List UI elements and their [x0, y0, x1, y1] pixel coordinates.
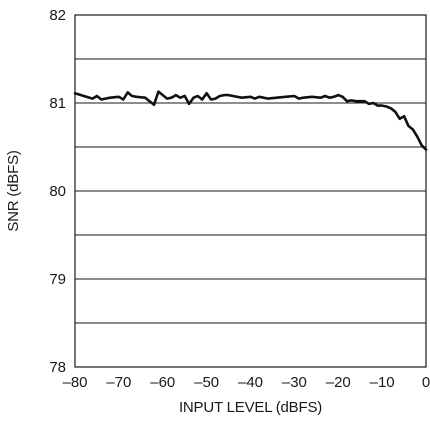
x-tick-label: –60 [150, 374, 175, 391]
x-tick-label: 0 [422, 374, 430, 391]
gridlines [75, 59, 426, 323]
x-tick-label: –20 [326, 374, 351, 391]
y-tick-label: 80 [49, 183, 66, 200]
x-tick-label: –50 [194, 374, 219, 391]
y-tick-label: 82 [49, 7, 66, 24]
x-tick-label: –70 [106, 374, 131, 391]
y-axis-label: SNR (dBFS) [5, 150, 22, 232]
y-tick-label: 81 [49, 95, 66, 112]
snr-series-line [75, 92, 426, 150]
y-tick-label: 79 [49, 271, 66, 288]
x-tick-label: –80 [62, 374, 87, 391]
x-tick-label: –30 [282, 374, 307, 391]
x-tick-label: –10 [370, 374, 395, 391]
x-axis-tick-labels: –80 –70 –60 –50 –40 –30 –20 –10 0 [62, 374, 430, 391]
x-axis-label: INPUT LEVEL (dBFS) [179, 399, 322, 416]
x-tick-label: –40 [238, 374, 263, 391]
